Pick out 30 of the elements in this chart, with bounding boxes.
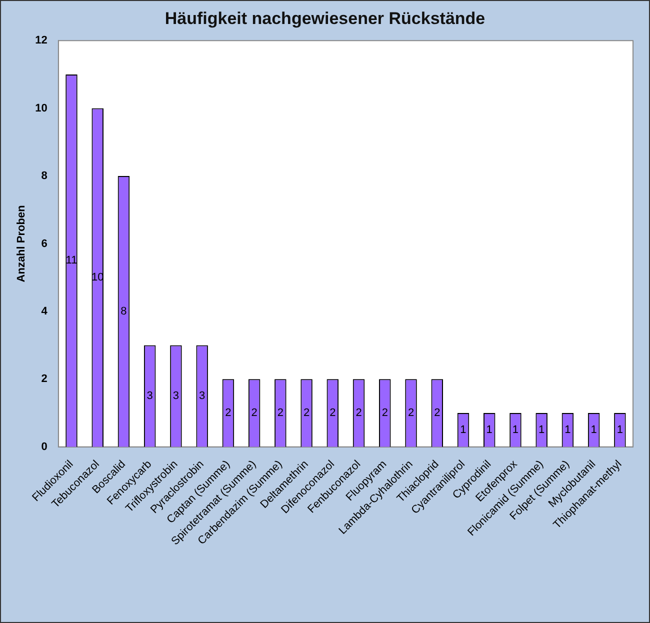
y-tick-label: 8 (41, 170, 48, 182)
data-label: 2 (434, 407, 440, 420)
y-tick-label: 0 (41, 440, 48, 453)
y-tick-label: 12 (35, 34, 48, 47)
data-label: 2 (251, 407, 258, 420)
data-label: 2 (356, 407, 362, 420)
chart-title: Häufigkeit nachgewiesener Rückstände (164, 9, 486, 29)
data-label: 1 (590, 424, 597, 436)
data-label: 1 (538, 424, 545, 436)
data-label: 3 (146, 390, 153, 402)
data-label: 2 (382, 407, 388, 420)
data-label: 1 (616, 424, 624, 436)
data-label: 11 (66, 254, 78, 267)
y-tick-label: 10 (35, 102, 48, 114)
y-tick-label: 2 (41, 373, 48, 386)
data-label: 3 (172, 390, 180, 402)
data-label: 2 (408, 407, 414, 420)
data-label: 1 (512, 424, 519, 436)
data-label: 1 (486, 424, 492, 436)
y-axis-title: Anzahl Proben (16, 204, 28, 282)
data-label: 8 (120, 305, 127, 318)
data-label: 2 (225, 407, 232, 420)
data-label: 2 (303, 407, 310, 420)
data-label: 2 (330, 407, 336, 420)
y-tick-label: 4 (41, 305, 48, 318)
data-label: 3 (199, 390, 206, 402)
y-tick-label: 6 (41, 238, 48, 250)
data-label: 1 (564, 424, 571, 436)
data-label: 1 (460, 424, 466, 436)
data-label: 2 (277, 407, 284, 420)
